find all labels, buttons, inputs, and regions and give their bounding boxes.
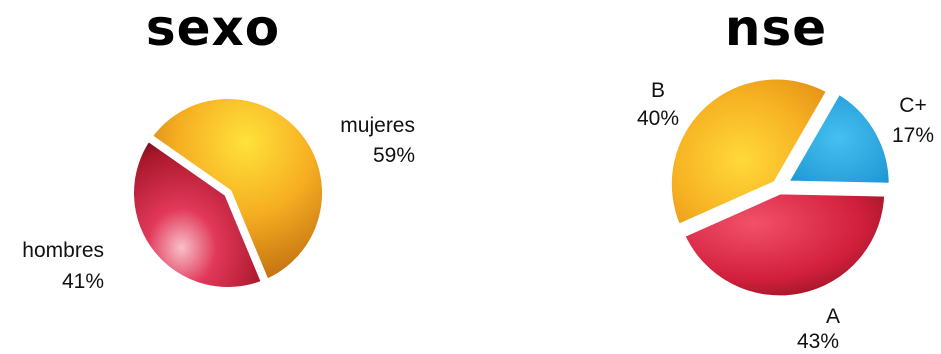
slice-label-b: B (651, 79, 665, 102)
chart-title-sexo: sexo (146, 0, 280, 57)
slice-value-mujeres: 59% (373, 144, 415, 167)
pie-chart-sexo: sexo mujeres 59% hombres 41% (22, 0, 415, 295)
slice-label-mujeres: mujeres (340, 114, 415, 137)
slice-value-c-plus: 17% (892, 124, 934, 147)
pie-slice-c-plus (780, 87, 896, 190)
pie-slice-a (677, 187, 892, 303)
pie-sexo-slices (126, 91, 330, 295)
slice-value-hombres: 41% (62, 270, 104, 293)
pie-slice-mujeres (143, 91, 330, 288)
pie-nse-slices (664, 72, 896, 303)
pie-slice-hombres (126, 132, 270, 295)
chart-title-nse: nse (725, 0, 827, 57)
pie-slice-b (664, 72, 834, 232)
pie-chart-nse: nse B 40% C+ 17% A 43% (637, 0, 934, 353)
slice-value-b: 40% (637, 107, 679, 130)
slice-label-c-plus: C+ (899, 94, 926, 117)
slice-label-a: A (826, 305, 840, 328)
slice-label-hombres: hombres (22, 239, 104, 262)
slice-value-a: 43% (797, 330, 839, 353)
